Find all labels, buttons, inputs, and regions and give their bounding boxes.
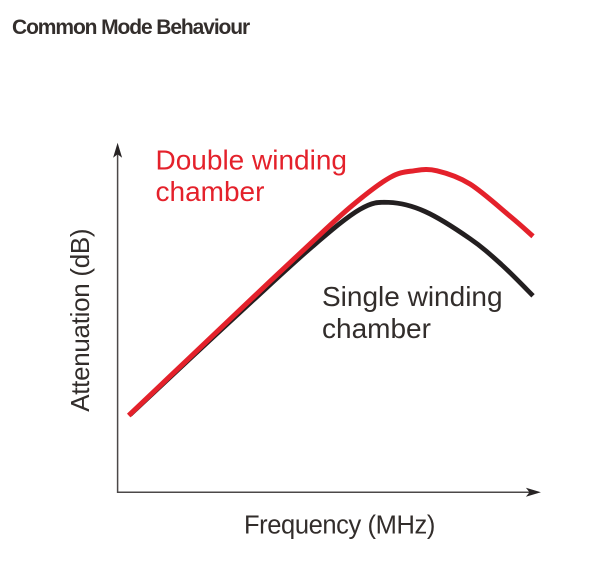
svg-text:Common Mode Behaviour: Common Mode Behaviour: [12, 16, 250, 39]
svg-text:Single winding: Single winding: [322, 281, 503, 312]
svg-text:chamber: chamber: [156, 176, 265, 207]
svg-text:Attenuation (dB): Attenuation (dB): [65, 229, 95, 412]
svg-text:Frequency (MHz): Frequency (MHz): [244, 512, 435, 540]
svg-text:Double winding: Double winding: [156, 145, 347, 176]
svg-text:chamber: chamber: [322, 313, 431, 344]
